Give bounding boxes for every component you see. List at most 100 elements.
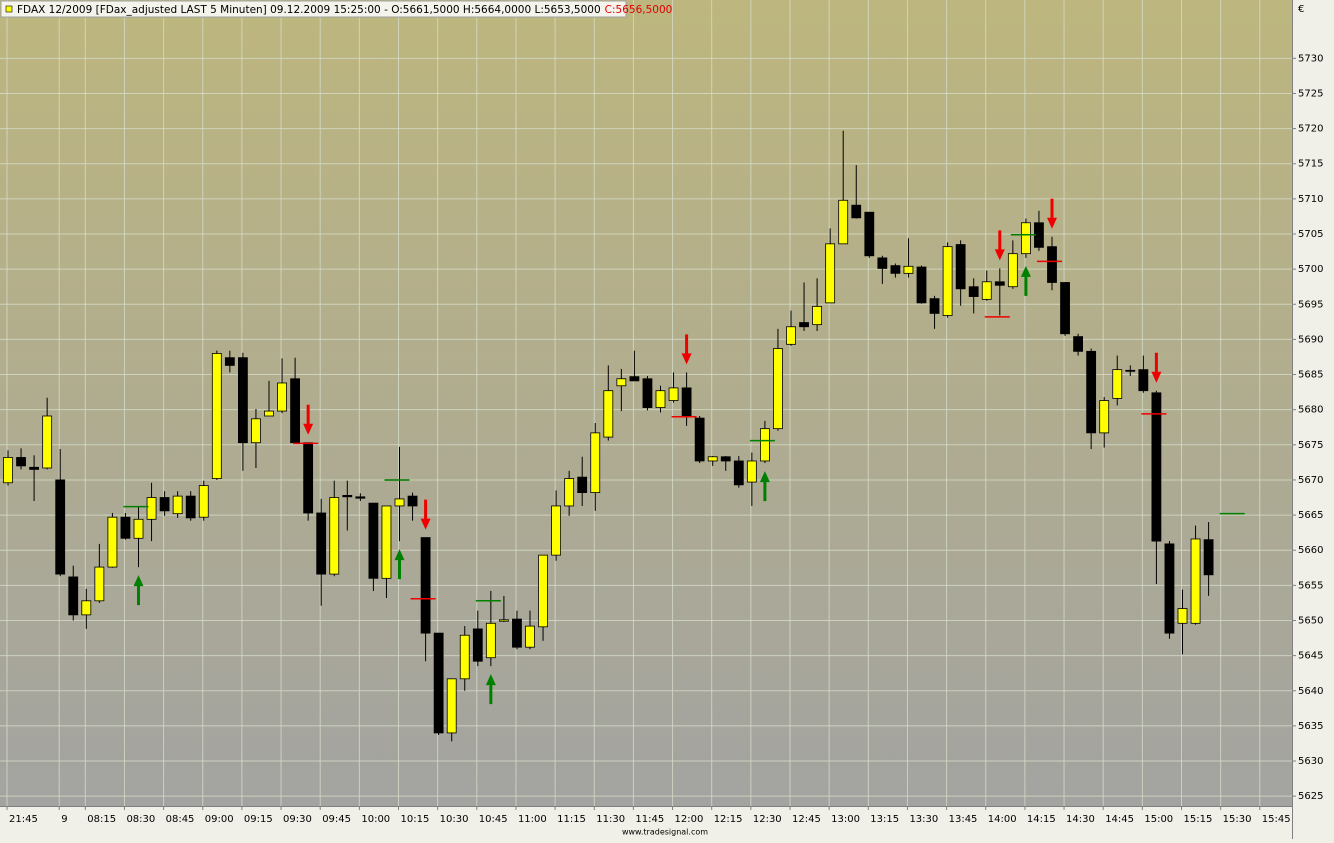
candle-body (1164, 543, 1175, 634)
candle-body (420, 537, 431, 634)
candle-body (42, 415, 53, 469)
candle-body (825, 243, 836, 304)
candle-body (303, 442, 314, 514)
x-tick-label: 10:45 (479, 814, 508, 825)
candle-body (251, 418, 261, 444)
x-tick-label: 11:30 (596, 814, 625, 825)
candle-body (525, 625, 535, 648)
candle-body (994, 281, 1005, 286)
candle-body (1021, 222, 1031, 255)
y-tick-label: 5630 (1298, 756, 1323, 767)
candle-body (94, 566, 105, 602)
y-tick-label: 5695 (1298, 299, 1323, 310)
candle-body (694, 417, 705, 462)
candle-body (877, 257, 888, 269)
x-tick-label: 13:30 (909, 814, 938, 825)
x-tick-label: 14:15 (1027, 814, 1056, 825)
x-tick-label: 14:30 (1066, 814, 1095, 825)
candle-body (55, 479, 66, 575)
x-tick-label: 21:45 (9, 814, 38, 825)
y-tick-label: 5705 (1298, 229, 1323, 240)
x-tick-label: 10:15 (401, 814, 430, 825)
x-axis-panel (0, 806, 1292, 839)
candle-body (799, 322, 809, 328)
candle-body (355, 496, 366, 499)
sell-arrow (1151, 352, 1162, 383)
x-tick-label: 12:00 (675, 814, 704, 825)
candle-body (433, 632, 444, 734)
sell-arrow (994, 230, 1005, 261)
x-tick-label: 09:15 (244, 814, 273, 825)
candle-body (316, 512, 327, 575)
candle-body (68, 576, 79, 616)
x-tick-label: 09:00 (205, 814, 234, 825)
candle-body (446, 678, 457, 734)
candle-body (29, 466, 40, 470)
y-tick-label: 5680 (1298, 405, 1323, 416)
grid (0, 0, 1292, 806)
candle-body (720, 456, 731, 462)
candle-body (968, 286, 979, 297)
sell-arrow (420, 499, 431, 530)
x-tick-label: 13:00 (831, 814, 860, 825)
y-tick-label: 5730 (1298, 53, 1323, 64)
x-tick-label: 11:00 (518, 814, 547, 825)
x-tick-label: 11:45 (635, 814, 664, 825)
candle-body (146, 497, 157, 520)
buy-arrow (759, 471, 770, 502)
x-tick-label: 08:30 (126, 814, 155, 825)
footer: www.tradesignal.com (622, 828, 708, 837)
candle-body (1151, 392, 1162, 542)
y-tick-label: 5635 (1298, 721, 1323, 732)
candle-body (1007, 253, 1018, 288)
candle-body (1086, 350, 1097, 434)
candle-body (133, 518, 144, 539)
x-tick-label: 15:00 (1144, 814, 1173, 825)
candle-body (172, 495, 183, 515)
y-tick-label: 5655 (1298, 580, 1323, 591)
candle-body (1138, 369, 1149, 392)
y-tick-label: 5690 (1298, 334, 1323, 345)
candle-body (707, 456, 718, 462)
x-tick-label: 10:30 (440, 814, 469, 825)
candle-body (773, 348, 783, 430)
y-tick-label: 5720 (1298, 124, 1323, 135)
candle-body (942, 246, 953, 316)
y-axis-panel (1292, 0, 1334, 839)
x-tick-label: 08:15 (87, 814, 116, 825)
candle-body (577, 476, 588, 493)
candle-body (851, 204, 862, 219)
candle-body (224, 357, 235, 366)
marks (3, 130, 1245, 742)
candle-body (211, 353, 222, 479)
y-tick-label: 5725 (1298, 88, 1323, 99)
x-tick-label: 12:30 (753, 814, 782, 825)
close-label: C:5656,5000 (605, 4, 673, 16)
candle-body (746, 460, 757, 483)
y-tick-label: 5650 (1298, 615, 1323, 626)
x-tick-label: 09:30 (283, 814, 312, 825)
candle-body (159, 497, 170, 512)
candle-body (237, 357, 248, 444)
candle-body (916, 266, 927, 304)
candle-body (551, 505, 561, 556)
candle-body (1190, 538, 1201, 624)
candle-body (590, 432, 601, 493)
x-tick-label: 13:45 (949, 814, 978, 825)
currency: € (1298, 4, 1304, 15)
candle-body (1177, 608, 1188, 624)
x-tick-label: 11:15 (557, 814, 586, 825)
candle-body (394, 498, 405, 507)
x-tick-label: 9 (61, 814, 67, 825)
sell-arrow (681, 334, 692, 365)
y-tick-label: 5670 (1298, 475, 1323, 486)
y-tick-label: 5660 (1298, 545, 1323, 556)
candle-body (864, 211, 875, 257)
candle-body (955, 244, 966, 290)
candle-body (107, 516, 118, 568)
candle-body (198, 485, 209, 518)
candle-body (1073, 336, 1083, 352)
candle-body (812, 305, 822, 326)
